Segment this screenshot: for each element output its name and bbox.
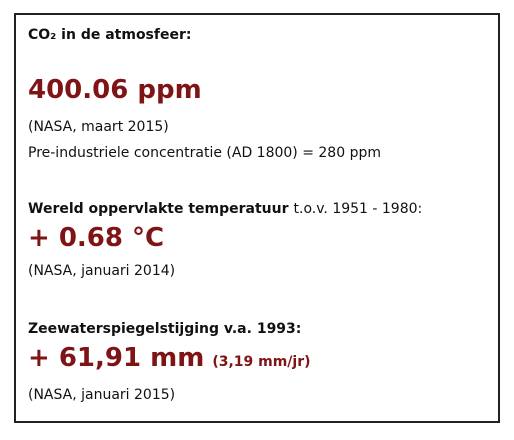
- heading: Zeewaterspiegelstijging v.a. 1993:: [28, 321, 302, 337]
- note: Pre-industriele concentratie (AD 1800) =…: [28, 145, 381, 161]
- value-line: + 61,91 mm (3,19 mm/jr): [28, 343, 311, 373]
- heading: Wereld oppervlakte temperatuur: [28, 201, 289, 217]
- value: + 0.68 °C: [28, 223, 165, 253]
- source: (NASA, januari 2014): [28, 263, 176, 279]
- source: (NASA, maart 2015): [28, 119, 169, 135]
- value: + 61,91 mm: [28, 343, 205, 373]
- heading-suffix: t.o.v. 1951 - 1980:: [293, 201, 423, 217]
- source: (NASA, januari 2015): [28, 387, 176, 403]
- heading-line: Wereld oppervlakte temperatuur t.o.v. 195…: [28, 201, 422, 217]
- heading: CO₂ in de atmosfeer:: [28, 27, 192, 43]
- value: 400.06 ppm: [28, 75, 202, 105]
- info-box: CO₂ in de atmosfeer: 400.06 ppm (NASA, m…: [14, 13, 500, 423]
- rate: (3,19 mm/jr): [212, 354, 311, 370]
